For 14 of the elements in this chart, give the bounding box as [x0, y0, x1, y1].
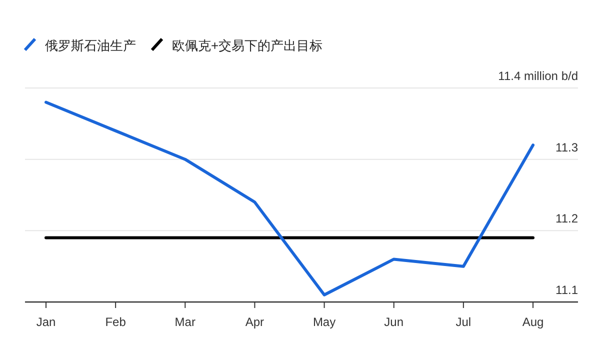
x-tick-label: Jul — [456, 315, 472, 329]
y-tick-label: 11.2 — [556, 212, 578, 226]
x-tick-label: Jan — [36, 315, 56, 329]
y-tick-label: 11.3 — [556, 140, 578, 154]
legend-label: 欧佩克+交易下的产出目标 — [172, 38, 323, 53]
legend-label: 俄罗斯石油生产 — [45, 38, 136, 53]
y-tick-label: 11.1 — [556, 283, 578, 297]
x-tick-label: May — [312, 315, 336, 329]
x-tick-label: Aug — [522, 315, 544, 329]
x-tick-label: Feb — [105, 315, 126, 329]
y-tick-label: 11.4 million b/d — [498, 69, 578, 83]
x-tick-label: Apr — [245, 315, 264, 329]
x-tick-label: Mar — [174, 315, 196, 329]
x-tick-label: Jun — [384, 315, 404, 329]
